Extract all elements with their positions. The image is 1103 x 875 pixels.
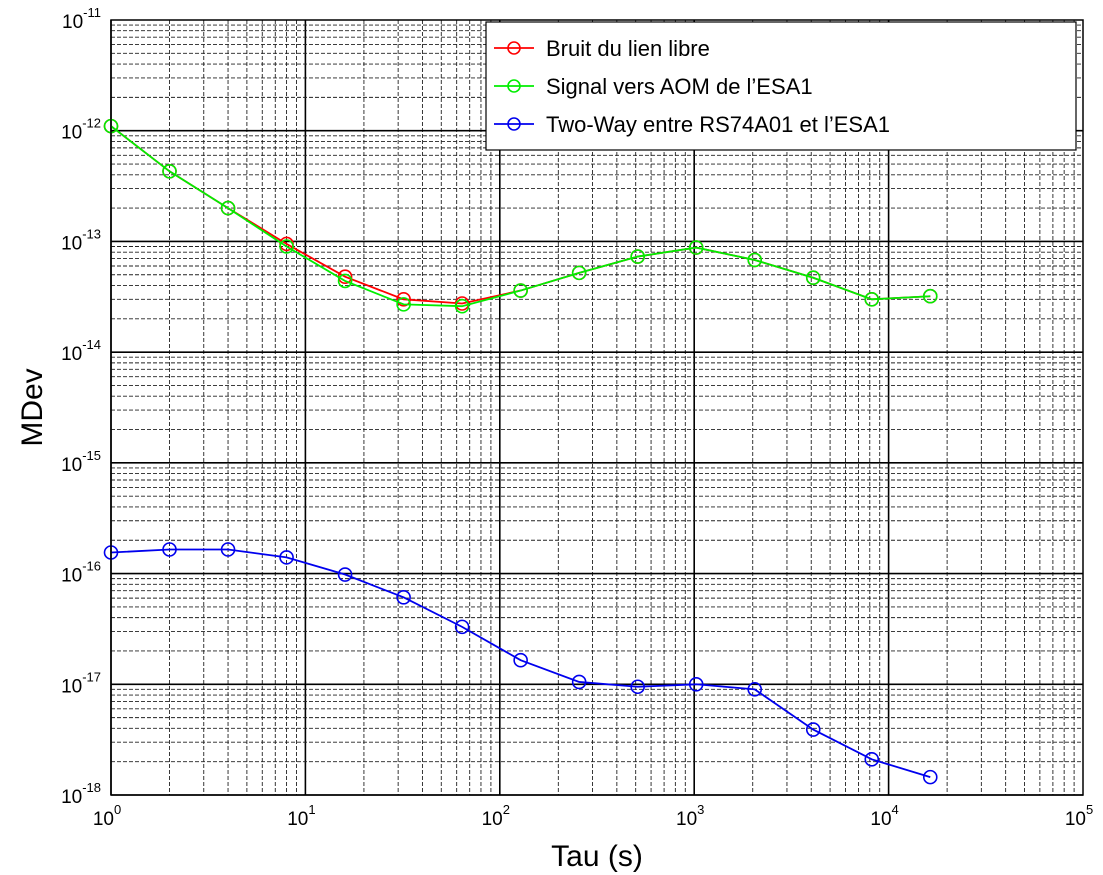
y-tick-label: 10-12 [61, 116, 101, 144]
legend-box [485, 21, 1077, 151]
data-point [454, 619, 470, 635]
series-line [110, 125, 931, 308]
data-point [279, 550, 294, 565]
data-point [688, 240, 704, 255]
data-point [571, 265, 587, 281]
y-tick-label: 10-18 [61, 780, 101, 808]
y-tick-label: 10-14 [61, 337, 101, 365]
x-tick-label: 102 [482, 802, 510, 830]
data-point [454, 298, 470, 314]
y-tick-label: 10-13 [61, 226, 101, 254]
series-layer [103, 118, 938, 785]
legend-marker [507, 79, 521, 93]
data-point [747, 252, 763, 268]
legend-item: Signal vers AOM de l’ESA1 [494, 74, 813, 99]
x-tick-label: 100 [93, 802, 121, 830]
series-2 [103, 118, 938, 314]
y-tick-label: 10-16 [61, 559, 101, 587]
legend-marker [507, 117, 521, 131]
legend-label: Bruit du lien libre [546, 36, 710, 61]
data-point [396, 590, 411, 605]
x-tick-label: 104 [870, 802, 898, 830]
data-point [571, 674, 587, 690]
data-point [922, 288, 938, 304]
data-point [337, 567, 353, 582]
x-tick-label: 103 [676, 802, 704, 830]
series-line [110, 548, 931, 778]
y-tick-labels: 10-18 10-17 10-16 10-15 10-14 10-13 10-12 10-11 [61, 5, 101, 808]
series-3 [103, 542, 938, 785]
legend: Bruit du lien libre Signal vers AOM de l’… [485, 21, 1077, 151]
data-point [279, 239, 294, 254]
x-tick-label: 105 [1065, 802, 1093, 830]
data-point [396, 297, 411, 312]
data-point [513, 652, 528, 668]
y-axis-label: MDev [16, 368, 49, 446]
x-tick-labels: 100 101 102 103 104 105 [93, 802, 1093, 830]
y-tick-label: 10-11 [62, 5, 101, 33]
legend-item: Bruit du lien libre [494, 36, 710, 61]
data-point [396, 292, 411, 307]
data-point [805, 722, 821, 737]
data-point [220, 542, 236, 557]
data-point [630, 679, 645, 695]
data-point [922, 769, 938, 785]
data-point [688, 676, 704, 692]
grid-lines [110, 20, 1083, 796]
legend-label: Two-Way entre RS74A01 et l’ESA1 [546, 112, 890, 137]
data-point [864, 752, 880, 767]
data-point [220, 200, 236, 216]
data-point [337, 273, 353, 289]
y-tick-label: 10-15 [61, 448, 101, 476]
plot-frame [110, 19, 1084, 796]
legend-label: Signal vers AOM de l’ESA1 [546, 74, 813, 99]
data-point [630, 249, 645, 264]
data-point [747, 682, 763, 697]
data-point [805, 270, 821, 286]
data-point [864, 292, 880, 307]
x-axis-label: Tau (s) [551, 840, 643, 873]
y-tick-label: 10-17 [61, 669, 101, 697]
x-tick-label: 101 [287, 802, 315, 830]
legend-item: Two-Way entre RS74A01 et l’ESA1 [494, 112, 890, 137]
data-point [513, 283, 528, 298]
data-point [162, 163, 177, 179]
legend-marker [507, 41, 521, 55]
data-point [162, 542, 177, 557]
